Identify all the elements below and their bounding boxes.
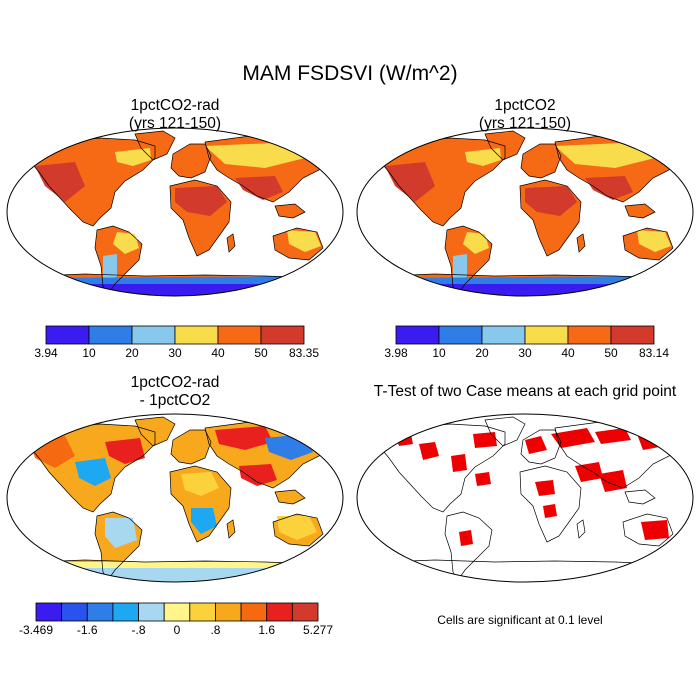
panel-3-colorbar: -3.469 -1.6 -.8 0 .8 1.6 5.277: [19, 602, 333, 637]
canada-region: [115, 148, 151, 166]
colorbar-label: 40: [561, 346, 575, 360]
diff-australia-region: [277, 516, 317, 540]
amazon-region: [463, 232, 489, 254]
colorbar-box: [266, 602, 293, 622]
panel-1-colorbar: 3.94 10 20 30 40 50 83.35: [34, 325, 319, 360]
north-america-region: [385, 162, 435, 202]
colorbar-box: [395, 325, 440, 345]
panel-4-title: T-Test of two Case means at each grid po…: [373, 383, 677, 400]
panel-2-map: [356, 127, 694, 297]
diff-sahara-region: [181, 472, 219, 496]
colorbar-box: [189, 602, 216, 622]
colorbar-label: -1.6: [77, 623, 98, 637]
panel-3-map: [6, 413, 344, 583]
panel-3-title: 1pctCO2-rad - 1pctCO2: [60, 374, 290, 410]
colorbar-box: [524, 325, 569, 345]
colorbar-box: [163, 602, 191, 622]
colorbar-label: 30: [518, 346, 532, 360]
sahara-region: [525, 186, 577, 216]
panel-2-title-line1: 1pctCO2: [494, 97, 556, 114]
panel-2-title: 1pctCO2 (yrs 121-150): [410, 97, 640, 133]
diff-east-na-region: [105, 438, 145, 464]
diff-south-africa-region: [191, 508, 217, 534]
diff-siberia-region: [215, 426, 273, 450]
colorbar-label: 20: [475, 346, 489, 360]
panel-4-map: [356, 413, 694, 583]
colorbar-label: -3.469: [19, 623, 53, 637]
colorbar-label: 83.35: [289, 346, 319, 360]
colorbar-box: [61, 602, 88, 622]
panel-1-map: [6, 127, 344, 297]
panel-1-title-line2: (yrs 121-150): [128, 115, 222, 132]
panel-3-title-line2: - 1pctCO2: [139, 392, 211, 409]
diff-antarctica-coast-region: [65, 562, 305, 568]
significance-note: Cells are significant at 0.1 level: [437, 613, 603, 627]
colorbar-box: [260, 325, 305, 345]
diff-central-na-region: [75, 458, 111, 486]
colorbar-label: 40: [211, 346, 225, 360]
australia-interior-region: [637, 230, 671, 252]
colorbar-box: [215, 602, 242, 622]
diff-amazon-region: [105, 518, 137, 548]
colorbar-box: [45, 325, 90, 345]
colorbar-box: [88, 325, 133, 345]
colorbar-label: 3.98: [384, 346, 408, 360]
colorbar-label: .8: [210, 623, 220, 637]
colorbar-label: 20: [125, 346, 139, 360]
globe-border: [356, 413, 694, 583]
colorbar-label: 30: [168, 346, 182, 360]
colorbar-label: 1.6: [258, 623, 275, 637]
colorbar-box: [35, 602, 63, 622]
north-america-region: [35, 162, 85, 202]
colorbar-label: 0: [174, 623, 181, 637]
siberia-region: [205, 142, 305, 168]
colorbar-box: [138, 602, 165, 622]
colorbar-box: [481, 325, 526, 345]
colorbar-label: 50: [254, 346, 268, 360]
south-asia-region: [235, 176, 283, 200]
colorbar-label: 50: [604, 346, 618, 360]
colorbar-label: 5.277: [303, 623, 333, 637]
canada-region: [465, 148, 501, 166]
colorbar-box: [174, 325, 219, 345]
australia-interior-region: [287, 230, 321, 252]
colorbar-box: [567, 325, 612, 345]
colorbar-box: [86, 602, 114, 622]
globe-border: [356, 127, 694, 297]
panel-3-title-line1: 1pctCO2-rad: [130, 374, 220, 391]
siberia-region: [555, 142, 655, 168]
figure-title: MAM FSDSVI (W/m^2): [242, 62, 458, 85]
antarctica-coast-region: [15, 276, 335, 284]
globe-border: [6, 413, 344, 583]
panel-1-title-line1: 1pctCO2-rad: [130, 97, 220, 114]
colorbar-label: 10: [82, 346, 96, 360]
colorbar-box: [131, 325, 176, 345]
colorbar-label: 10: [432, 346, 446, 360]
colorbar-box: [112, 602, 139, 622]
panel-2-title-line2: (yrs 121-150): [478, 115, 572, 132]
colorbar-box: [291, 602, 319, 622]
colorbar-box: [240, 602, 268, 622]
colorbar-label: 83.14: [639, 346, 669, 360]
globe-border: [6, 127, 344, 297]
colorbar-box: [438, 325, 483, 345]
colorbar-box: [610, 325, 655, 345]
south-asia-region: [585, 176, 633, 200]
colorbar-box: [217, 325, 262, 345]
antarctica-coast-region: [365, 276, 685, 284]
colorbar-label: -.8: [132, 623, 146, 637]
colorbar-label: 3.94: [34, 346, 58, 360]
panel-1-title: 1pctCO2-rad (yrs 121-150): [60, 97, 290, 133]
amazon-region: [113, 232, 139, 254]
diff-india-region: [239, 464, 277, 486]
sahara-region: [175, 186, 227, 216]
panel-2-colorbar: 3.98 10 20 30 40 50 83.14: [384, 325, 669, 360]
